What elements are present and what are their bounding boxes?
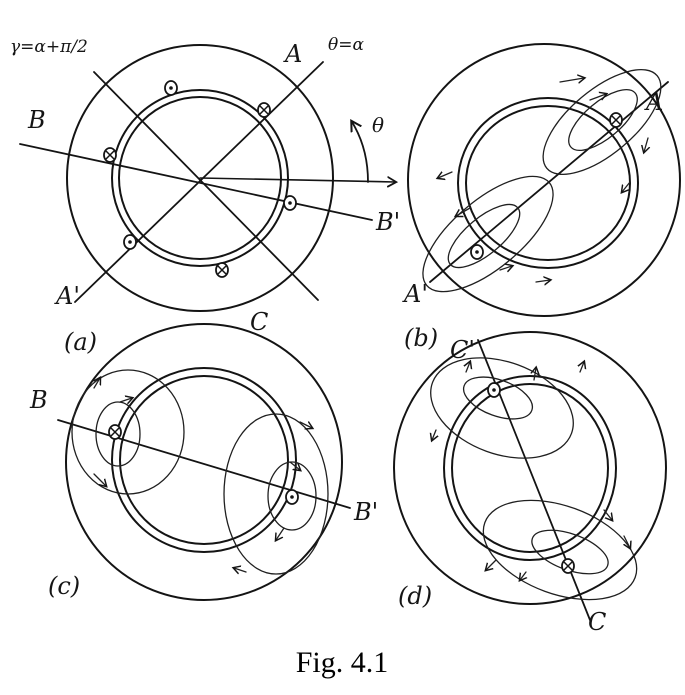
panel-c-flux-outer-bprime: [223, 413, 329, 575]
panel-b-flux-arrow-7: [499, 266, 512, 270]
panel-d-flux-inner-cprime: [462, 376, 534, 420]
panel-d-label-c: C: [588, 608, 606, 636]
panel-b-flux-arrow-5: [438, 172, 453, 178]
panel-c-flux-arrow-7: [234, 568, 247, 572]
panel-d-flux-arrow-3: [432, 429, 436, 440]
panel-c-flux-inner-b: [95, 401, 141, 467]
panel-d-conductor-c: [561, 558, 575, 574]
panel-a-theta-label: θ: [372, 113, 384, 137]
panel-b-flux-inner-a: [568, 89, 638, 151]
panel-a-label-c: C: [250, 308, 268, 336]
panel-c-conductor-b: [108, 424, 122, 440]
panel-a-conductor-c: [215, 262, 229, 278]
panel-c-flux-arrow-6: [276, 527, 285, 540]
panel-a-tag: (a): [64, 328, 97, 356]
panel-b-flux-outer-aprime: [422, 175, 554, 293]
panel-b-tag: (b): [404, 324, 438, 352]
panel-c-label-b-prime: B': [353, 498, 378, 526]
panel-a-label-b: B: [27, 106, 46, 134]
panel-d-airgap-outer: [443, 375, 617, 561]
panel-d-axis-cc: [477, 339, 591, 621]
panel-d: C' C (d): [393, 331, 667, 636]
panel-a-airgap-outer: [111, 89, 289, 267]
panel-a-conductor-b: [103, 147, 117, 163]
panel-b-flux-arrow-3: [644, 137, 648, 152]
panel-a-axis-cc: [93, 71, 319, 301]
panel-a-conductor-a-prime: [123, 234, 137, 250]
panel-d-rotor: [451, 383, 609, 553]
panel-c-tag: (c): [48, 572, 80, 600]
panel-b-flux-arrow-6: [456, 207, 471, 216]
panel-c-flux-arrow-2: [119, 398, 132, 402]
figure-caption: Fig. 4.1: [296, 646, 389, 679]
panel-a-ref-axis: [199, 178, 395, 182]
panel-a-conductor-a: [257, 102, 271, 118]
panel-a-axis-bb: [19, 143, 373, 221]
panel-a-conductor-b-prime: [283, 195, 297, 211]
panel-d-flux-arrow-2: [534, 368, 536, 381]
panel-b-flux-inner-aprime: [447, 203, 521, 269]
panel-c-rotor: [119, 375, 289, 545]
panel-b-flux-arrow-2: [589, 94, 606, 101]
panel-b-flux-outer-a: [542, 68, 662, 176]
panel-c-conductor-b-prime: [285, 489, 299, 505]
panel-b-flux-arrow-4: [622, 181, 631, 192]
panel-a: γ=α+π/2 θ=α θ A B B' A' C (a): [10, 35, 400, 356]
panel-a-label-a-prime: A': [54, 282, 80, 310]
panel-b-stator: [407, 43, 681, 317]
panel-c: B B' (c): [29, 323, 378, 601]
panel-c-flux-arrow-4: [289, 461, 300, 470]
panel-a-rotor: [118, 96, 282, 260]
panel-a-label-b-prime: B': [375, 208, 400, 236]
panel-a-theta-arrow: [352, 122, 369, 183]
panel-c-flux-inner-bprime: [267, 461, 317, 531]
panel-a-stator: [66, 44, 334, 312]
panel-b-flux-arrow-1: [559, 78, 584, 82]
panel-b-label-a: A: [644, 88, 663, 116]
panel-a-theta-alpha-label: θ=α: [328, 35, 364, 55]
panel-c-stator: [65, 323, 343, 601]
panel-d-flux-arrow-5: [603, 509, 612, 520]
panel-c-label-b: B: [29, 386, 48, 414]
panel-d-tag: (d): [398, 582, 432, 610]
panel-d-flux-arrow-7: [486, 559, 497, 570]
panel-a-conductor-top: [164, 80, 178, 96]
panel-c-airgap-outer: [111, 367, 297, 553]
panel-d-flux-arrow-6: [624, 535, 630, 548]
panel-c-axis-bb: [57, 419, 351, 509]
panel-a-label-a: A: [283, 40, 302, 68]
panel-b-conductor-a-prime: [470, 244, 484, 260]
panel-c-flux-arrow-3: [93, 473, 106, 486]
panel-d-flux-outer-c: [482, 499, 638, 601]
panel-b-label-a-prime: A': [402, 280, 428, 308]
panel-d-flux-arrow-8: [520, 571, 526, 580]
panel-d-flux-outer-cprime: [430, 357, 574, 459]
panel-b-airgap-outer: [457, 97, 639, 269]
panel-d-flux-arrow-4: [580, 362, 584, 373]
panel-d-label-c-prime: C': [450, 336, 475, 364]
panel-b-conductor-a: [609, 112, 623, 128]
panel-d-conductor-c-prime: [487, 382, 501, 398]
panel-d-flux-arrow-1: [466, 362, 470, 373]
panel-d-stator: [393, 331, 667, 605]
panel-c-flux-outer-b: [71, 369, 185, 495]
panel-c-flux-arrow-5: [299, 422, 312, 428]
panel-b-flux-arrow-8: [535, 280, 550, 282]
panel-c-flux-arrow-1: [94, 378, 100, 389]
panel-a-gamma-label: γ=α+π/2: [10, 37, 88, 57]
panel-b: A A' (b): [402, 43, 681, 352]
